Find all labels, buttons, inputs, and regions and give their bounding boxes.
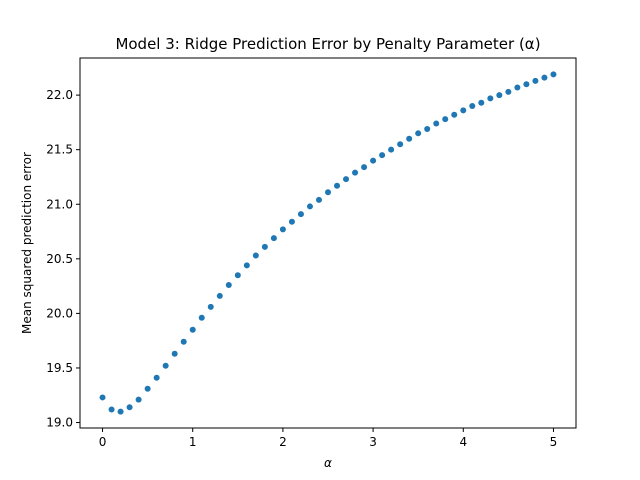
data-point [478, 99, 485, 106]
y-tick-label: 22.0 [46, 88, 73, 102]
data-point [162, 362, 169, 369]
data-point [325, 189, 331, 196]
data-point [234, 272, 241, 279]
data-point [550, 71, 557, 78]
y-axis-label: Mean squared prediction error [20, 152, 34, 334]
x-axis-label: α [324, 456, 332, 470]
data-point [207, 303, 214, 310]
data-point [523, 81, 530, 88]
data-point [406, 135, 413, 142]
data-point [306, 203, 313, 210]
data-point [225, 282, 232, 289]
data-point [126, 404, 133, 411]
data-point [415, 130, 422, 137]
data-point [288, 218, 295, 225]
data-point [315, 196, 322, 203]
data-point [424, 125, 431, 132]
data-point [379, 152, 386, 159]
data-point [442, 116, 449, 123]
data-point [505, 88, 512, 95]
x-tick-label: 3 [369, 435, 377, 449]
data-point [198, 314, 205, 321]
data-point [180, 338, 187, 345]
x-tick-label: 2 [279, 435, 287, 449]
data-point [171, 350, 178, 357]
data-point [117, 408, 124, 415]
data-point [352, 169, 359, 176]
x-tick-label: 5 [550, 435, 558, 449]
data-point [252, 252, 259, 259]
y-tick-label: 21.5 [46, 143, 73, 157]
data-point [108, 406, 115, 413]
y-tick-label: 19.5 [46, 361, 73, 375]
plot-area [79, 57, 577, 429]
data-point [189, 326, 196, 333]
data-point [487, 95, 494, 102]
data-point [388, 146, 395, 153]
data-point [361, 164, 368, 171]
data-point [135, 396, 142, 403]
data-point [433, 120, 440, 127]
y-tick-label: 20.5 [46, 252, 73, 266]
data-point [99, 394, 106, 401]
data-point [397, 141, 404, 148]
data-point [334, 182, 341, 189]
chart-title: Model 3: Ridge Prediction Error by Penal… [115, 35, 540, 53]
data-point [532, 77, 539, 84]
data-point [261, 243, 268, 250]
y-tick-label: 20.0 [46, 306, 73, 320]
data-point [541, 74, 548, 81]
y-tick-label: 21.0 [46, 197, 73, 211]
data-point [469, 103, 476, 110]
data-point [243, 262, 250, 269]
data-point [451, 111, 458, 118]
y-tick-label: 19.0 [46, 416, 73, 430]
axis-ticks: 0 1 2 3 4 5 19.0 19.5 20.0 20.5 21.0 21.5 22.0 [46, 88, 557, 449]
data-point [297, 211, 304, 218]
x-tick-label: 1 [189, 435, 197, 449]
data-point [279, 226, 286, 233]
data-point [144, 385, 151, 392]
data-point [460, 107, 467, 114]
data-point [343, 176, 350, 183]
data-point [370, 157, 377, 164]
data-points [99, 71, 557, 415]
x-tick-label: 0 [99, 435, 107, 449]
data-point [216, 292, 223, 299]
data-point [153, 374, 160, 381]
data-point [514, 84, 521, 91]
x-tick-label: 4 [459, 435, 467, 449]
data-point [496, 92, 503, 99]
data-point [270, 235, 277, 242]
